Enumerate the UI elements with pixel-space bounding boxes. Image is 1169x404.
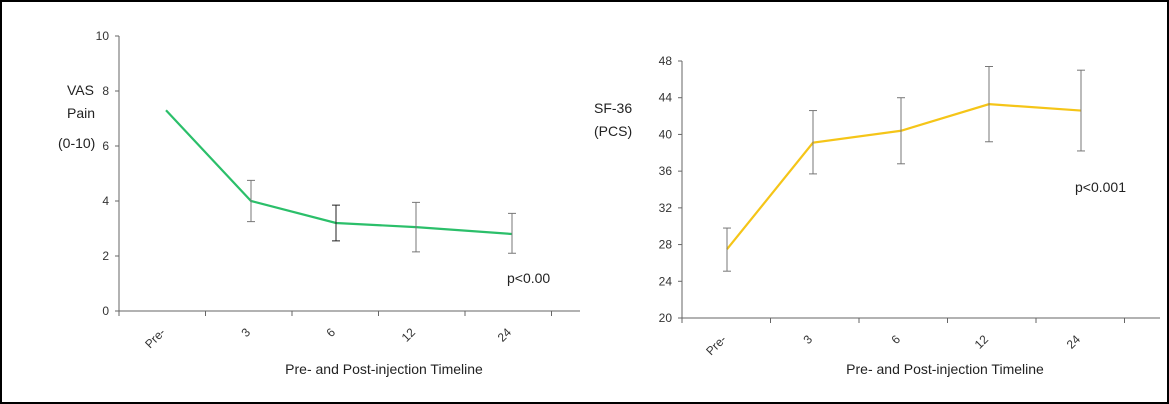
vas-error-bar (332, 204, 340, 242)
sf36-xtick-label: 12 (972, 332, 992, 352)
sf36-error-bar (809, 110, 817, 175)
vas-ylabel-line3: (0-10) (58, 135, 95, 151)
sf36-xtick-label: 3 (800, 332, 815, 347)
sf36-ylabel-line2: (PCS) (594, 123, 632, 139)
vas-xtick-label: 6 (323, 325, 338, 340)
sf36-ytick-label: 48 (659, 54, 673, 68)
vas-ytick-label: 8 (102, 84, 109, 98)
vas-error-bar (247, 179, 255, 223)
vas-series-line (165, 109, 513, 236)
sf36-error-bar (897, 97, 905, 165)
sf36-series-line (726, 103, 1082, 250)
vas-ytick-label: 0 (102, 304, 109, 318)
sf36-ytick-label: 32 (659, 201, 673, 215)
sf36-ytick-label: 44 (659, 91, 673, 105)
vas-xtick-label: 12 (399, 325, 419, 345)
sf36-error-bar (985, 66, 993, 143)
vas-error-bar (412, 201, 420, 253)
vas-xlabel: Pre- and Post-injection Timeline (285, 361, 483, 377)
vas-ytick-label: 4 (102, 194, 109, 208)
sf36-ytick-label: 36 (659, 164, 673, 178)
sf36-ytick-label: 20 (659, 311, 673, 325)
sf36-error-bar (723, 227, 731, 272)
sf36-xtick-label: 6 (888, 332, 903, 347)
vas-ytick-label: 10 (96, 29, 110, 43)
vas-ytick-label: 2 (102, 249, 109, 263)
vas-error-bar (508, 212, 516, 254)
sf36-ytick-label: 24 (659, 274, 673, 288)
sf36-p-value: p<0.001 (1075, 179, 1126, 195)
sf36-ylabel-line1: SF-36 (594, 100, 632, 116)
vas-xtick-label: Pre- (142, 325, 168, 351)
sf36-xtick-label: Pre- (703, 332, 729, 358)
vas-ylabel-line1: VAS (67, 82, 94, 98)
sf36-xtick-label: 24 (1064, 332, 1084, 352)
sf36-error-bar (1077, 69, 1085, 152)
vas-p-value: p<0.00 (507, 270, 550, 286)
sf36-ytick-label: 40 (659, 127, 673, 141)
vas-ytick-label: 6 (102, 139, 109, 153)
vas-ylabel-line2: Pain (67, 105, 95, 121)
vas-xtick-label: 24 (495, 325, 515, 345)
sf36-xlabel: Pre- and Post-injection Timeline (846, 361, 1044, 377)
vas-xtick-label: 3 (238, 325, 253, 340)
sf36-ytick-label: 28 (659, 238, 673, 252)
